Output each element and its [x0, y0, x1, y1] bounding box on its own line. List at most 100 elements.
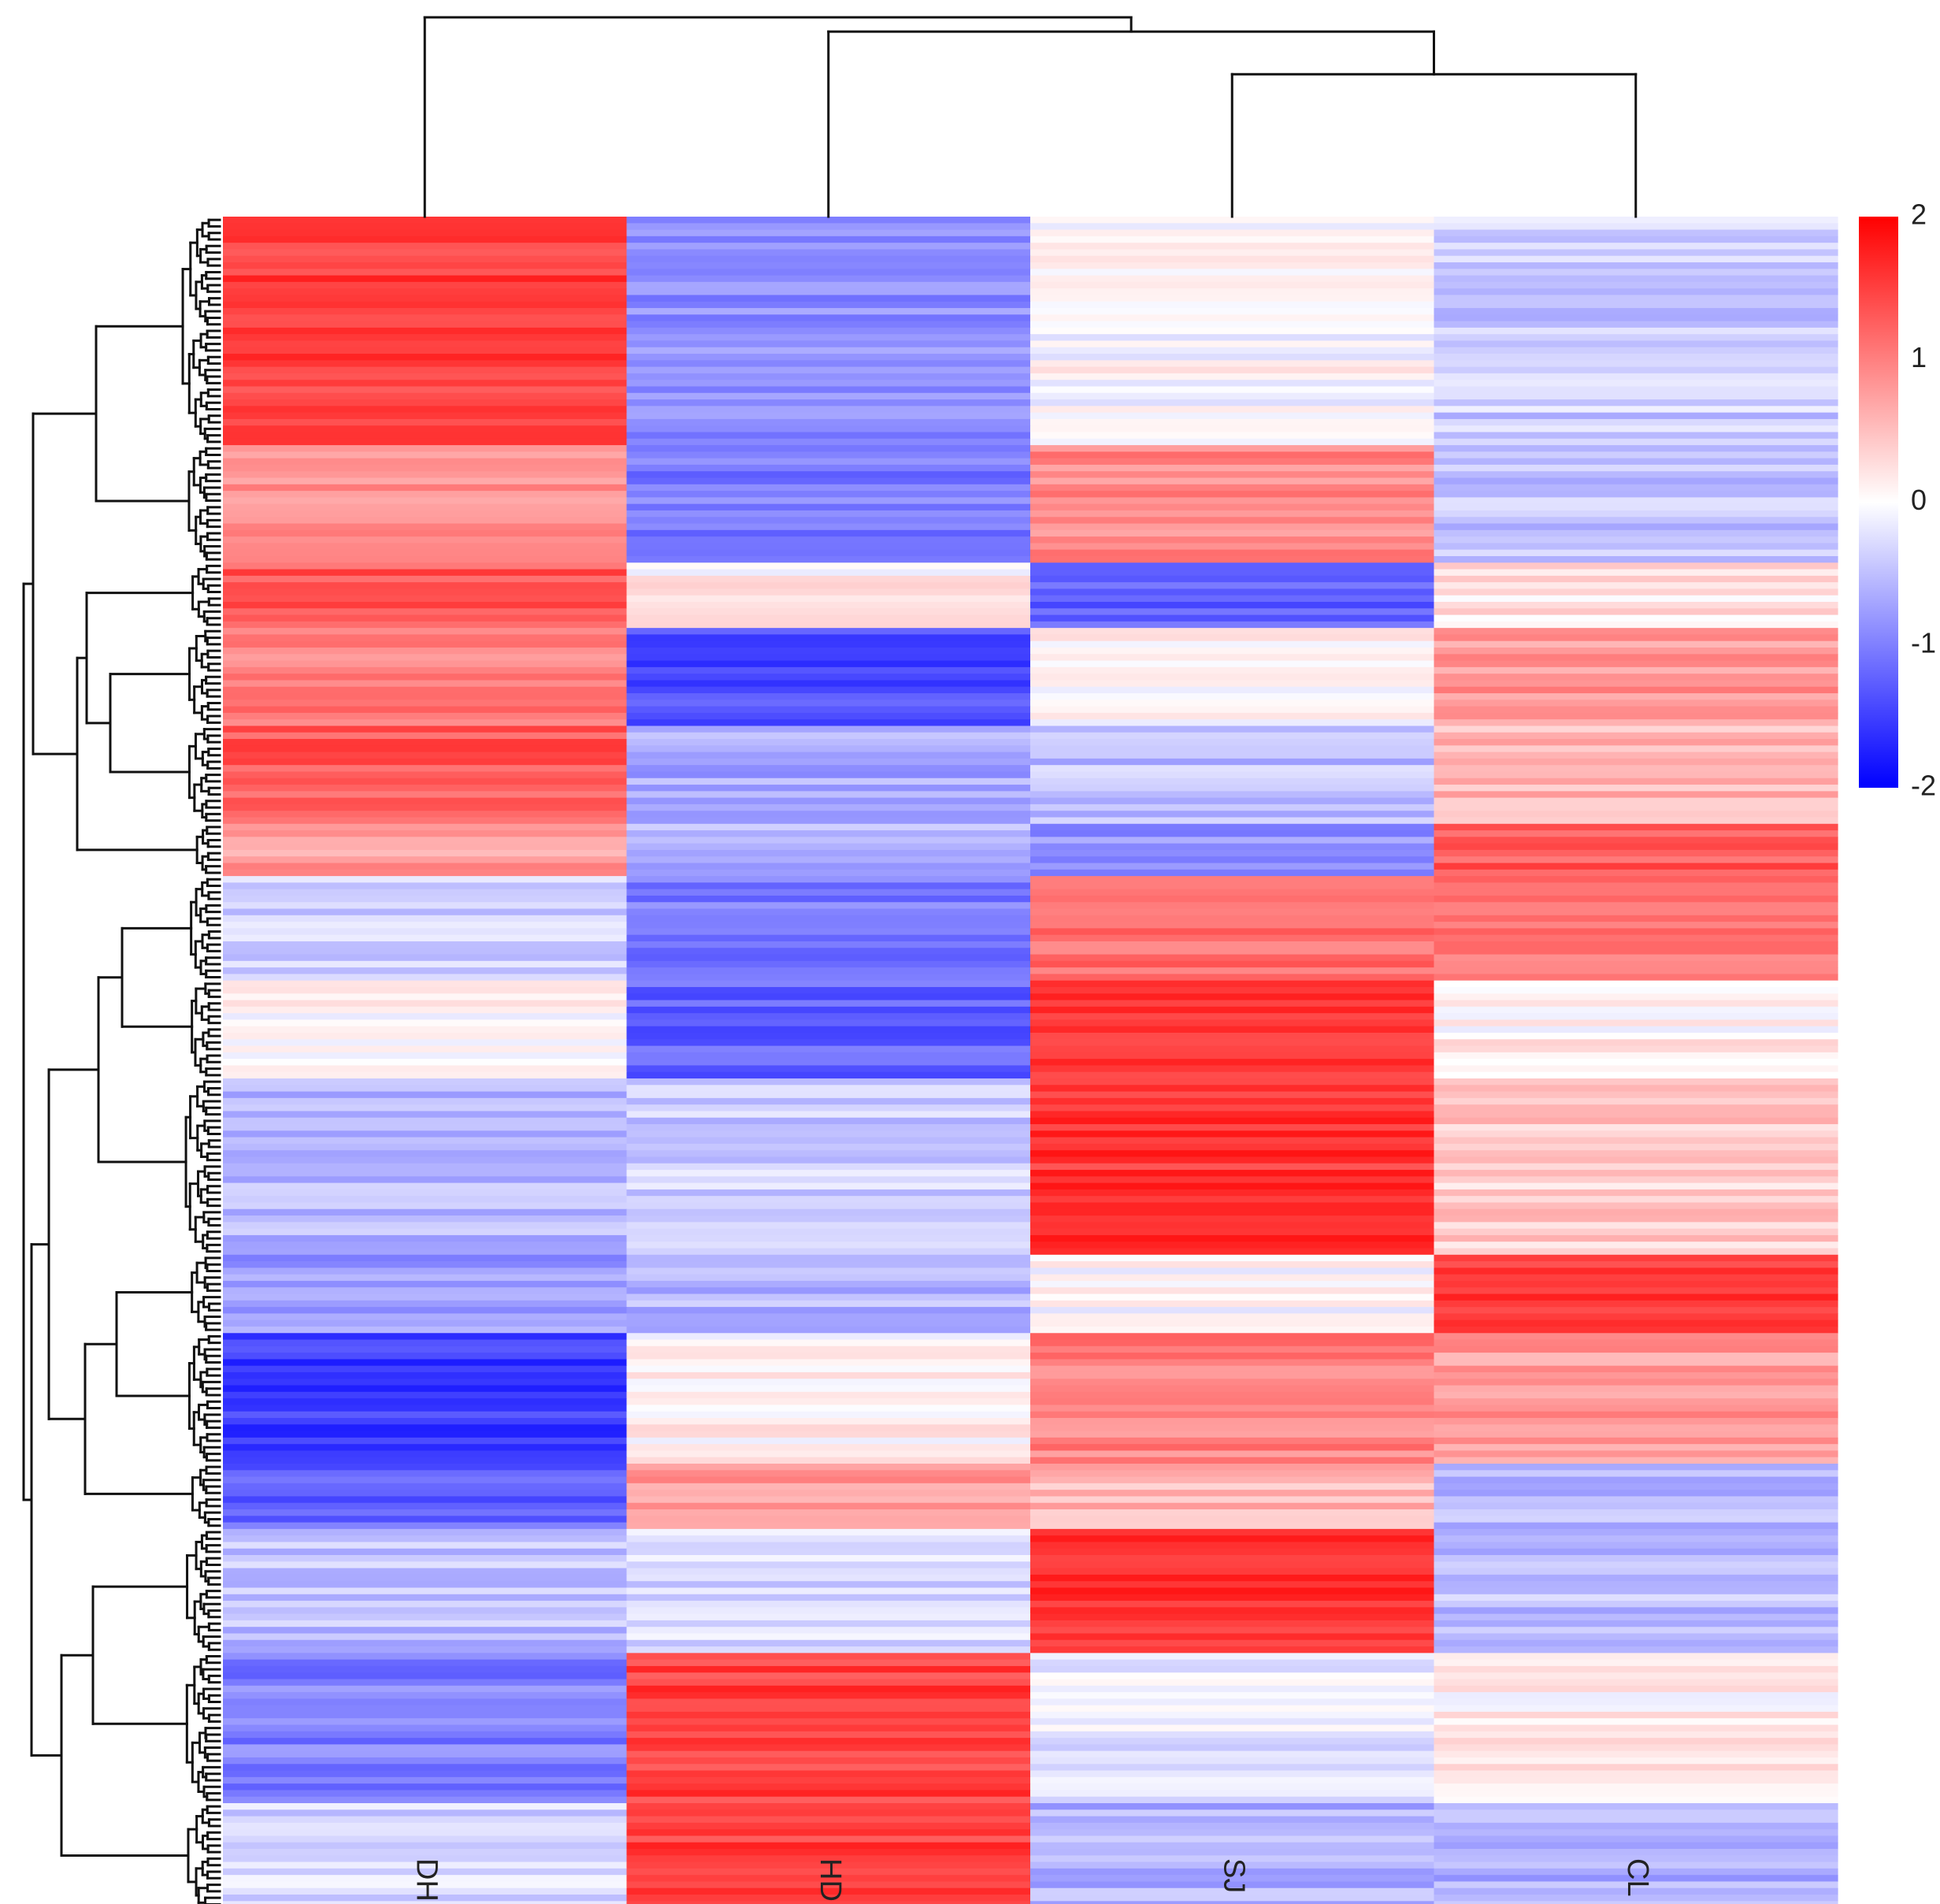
heatmap-cell-SJ	[1030, 255, 1435, 263]
heatmap-cell-SJ	[1030, 217, 1435, 224]
heatmap-cell-DH	[223, 249, 628, 257]
heatmap-cell-HD	[626, 1861, 1031, 1869]
color-legend-bar	[1859, 217, 1898, 788]
heatmap-cell-SJ	[1030, 1849, 1435, 1856]
heatmap-cell-DH	[223, 1861, 628, 1869]
heatmap-cell-HD	[626, 549, 1031, 557]
heatmap-cell-SJ	[1030, 934, 1435, 942]
heatmap-cell-DH	[223, 640, 628, 648]
heatmap-cell-SJ	[1030, 1887, 1435, 1895]
heatmap-cell-CL	[1434, 327, 1838, 335]
heatmap-cell-SJ	[1030, 1059, 1435, 1067]
heatmap-cell-CL	[1434, 1182, 1838, 1190]
heatmap-cell-DH	[223, 1548, 628, 1556]
heatmap-cell-SJ	[1030, 445, 1435, 452]
heatmap-cell-HD	[626, 1574, 1031, 1582]
heatmap-cell-HD	[626, 1587, 1031, 1595]
heatmap-cell-SJ	[1030, 1895, 1435, 1902]
heatmap-cell-SJ	[1030, 1150, 1435, 1158]
heatmap-cell-DH	[223, 1313, 628, 1321]
heatmap-cell-SJ	[1030, 1182, 1435, 1190]
heatmap-cell-HD	[626, 1711, 1031, 1719]
heatmap-cell-SJ	[1030, 856, 1435, 864]
heatmap-cell-SJ	[1030, 288, 1435, 296]
heatmap-cell-DH	[223, 1672, 628, 1680]
column-label-hd: HD	[814, 1858, 847, 1902]
heatmap-cell-CL	[1434, 1464, 1838, 1471]
heatmap-cell-HD	[626, 1189, 1031, 1197]
heatmap-cell-HD	[626, 739, 1031, 746]
heatmap-cell-CL	[1434, 1776, 1838, 1784]
heatmap-cell-HD	[626, 301, 1031, 309]
heatmap-cell-HD	[626, 785, 1031, 792]
heatmap-cell-SJ	[1030, 1509, 1435, 1516]
heatmap-cell-CL	[1434, 1085, 1838, 1093]
heatmap-cell-DH	[223, 674, 628, 681]
heatmap-cell-DH	[223, 262, 628, 269]
heatmap-cell-CL	[1434, 660, 1838, 668]
heatmap-cell-HD	[626, 1424, 1031, 1432]
heatmap-cell-DH	[223, 1483, 628, 1490]
heatmap-cell-SJ	[1030, 223, 1435, 231]
heatmap-cell-HD	[626, 895, 1031, 903]
heatmap-cell-HD	[626, 1202, 1031, 1210]
heatmap-cell-DH	[223, 1111, 628, 1119]
heatmap-cell-SJ	[1030, 1711, 1435, 1719]
heatmap-cell-CL	[1434, 1202, 1838, 1210]
heatmap-cell-SJ	[1030, 719, 1435, 727]
heatmap-cell-CL	[1434, 1653, 1838, 1661]
heatmap-cell-CL	[1434, 797, 1838, 805]
heatmap-cell-DH	[223, 1091, 628, 1099]
heatmap-cell-HD	[626, 1065, 1031, 1073]
heatmap-cell-SJ	[1030, 1424, 1435, 1432]
heatmap-cell-DH	[223, 1568, 628, 1576]
heatmap-cell-DH	[223, 1457, 628, 1464]
heatmap-cell-HD	[626, 745, 1031, 753]
heatmap-cell-DH	[223, 458, 628, 466]
heatmap-cell-HD	[626, 954, 1031, 962]
heatmap-cell-SJ	[1030, 562, 1435, 570]
heatmap-cell-HD	[626, 628, 1031, 636]
heatmap-cell-CL	[1434, 1071, 1838, 1079]
heatmap-cell-DH	[223, 869, 628, 877]
heatmap-cell-CL	[1434, 1431, 1838, 1438]
heatmap-cell-CL	[1434, 471, 1838, 479]
heatmap-cell-DH	[223, 1345, 628, 1353]
heatmap-cell-CL	[1434, 1143, 1838, 1151]
heatmap-cell-CL	[1434, 1895, 1838, 1902]
heatmap-cell-HD	[626, 1685, 1031, 1693]
heatmap-cell-SJ	[1030, 1601, 1435, 1608]
heatmap-cell-SJ	[1030, 1405, 1435, 1412]
heatmap-cell-HD	[626, 640, 1031, 648]
heatmap-cell-DH	[223, 895, 628, 903]
heatmap-cell-SJ	[1030, 1130, 1435, 1138]
heatmap-cell-CL	[1434, 1189, 1838, 1197]
heatmap-cell-CL	[1434, 477, 1838, 485]
heatmap-cell-HD	[626, 1026, 1031, 1034]
heatmap-cell-DH	[223, 876, 628, 883]
heatmap-cell-HD	[626, 928, 1031, 936]
heatmap-cell-DH	[223, 1731, 628, 1739]
heatmap-cell-SJ	[1030, 1287, 1435, 1295]
heatmap-cell-CL	[1434, 406, 1838, 414]
heatmap-cell-HD	[626, 281, 1031, 289]
heatmap-cell-DH	[223, 837, 628, 844]
heatmap-cell-SJ	[1030, 327, 1435, 335]
heatmap-cell-DH	[223, 608, 628, 616]
heatmap-cell-HD	[626, 1130, 1031, 1138]
heatmap-cell-HD	[626, 1692, 1031, 1699]
heatmap-cell-DH	[223, 1555, 628, 1562]
heatmap-cell-SJ	[1030, 811, 1435, 818]
heatmap-cell-HD	[626, 347, 1031, 354]
heatmap-cell-HD	[626, 1601, 1031, 1608]
heatmap-cell-SJ	[1030, 1653, 1435, 1661]
heatmap-cell-HD	[626, 1353, 1031, 1360]
heatmap-cell-SJ	[1030, 392, 1435, 400]
heatmap-cell-SJ	[1030, 660, 1435, 668]
heatmap-cell-HD	[626, 974, 1031, 982]
heatmap-cell-HD	[626, 1613, 1031, 1621]
heatmap-cell-DH	[223, 922, 628, 929]
heatmap-cell-SJ	[1030, 771, 1435, 779]
heatmap-cell-DH	[223, 621, 628, 629]
